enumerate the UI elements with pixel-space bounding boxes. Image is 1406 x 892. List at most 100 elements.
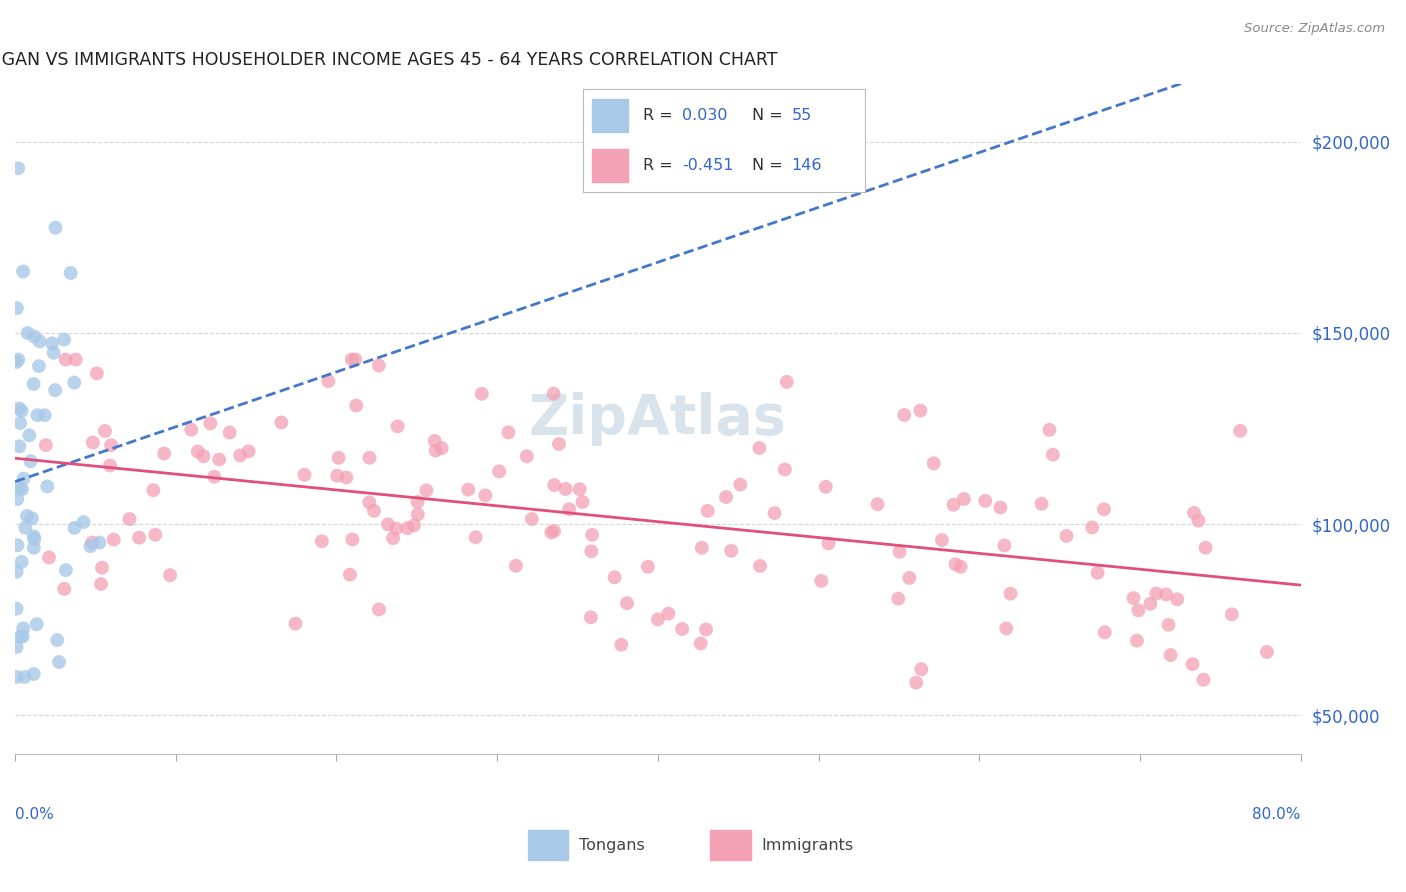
Point	[814, 480, 837, 494]
Bar	[592, 149, 628, 181]
Point	[367, 359, 389, 373]
Point	[1181, 657, 1204, 672]
Text: 55: 55	[792, 108, 811, 123]
Text: R =: R =	[643, 108, 678, 123]
Point	[53, 582, 76, 596]
Point	[488, 464, 510, 478]
Point	[326, 468, 349, 483]
Point	[763, 506, 786, 520]
Point	[11, 482, 34, 496]
Point	[342, 533, 364, 547]
Point	[893, 408, 915, 422]
Point	[270, 416, 292, 430]
Point	[294, 467, 316, 482]
Point	[974, 493, 997, 508]
Point	[42, 345, 65, 359]
Point	[471, 386, 494, 401]
Point	[27, 408, 49, 422]
Point	[942, 498, 965, 512]
Point	[1154, 587, 1177, 601]
Point	[1042, 448, 1064, 462]
Point	[63, 521, 86, 535]
Point	[6, 491, 28, 506]
Text: 146: 146	[792, 158, 823, 173]
Point	[910, 403, 932, 417]
Point	[1139, 597, 1161, 611]
Point	[22, 541, 45, 555]
Point	[1256, 645, 1278, 659]
Point	[89, 535, 111, 549]
Point	[6, 565, 28, 579]
Point	[53, 333, 76, 347]
Point	[720, 543, 742, 558]
Text: N =: N =	[752, 158, 789, 173]
Point	[866, 497, 889, 511]
Point	[520, 512, 543, 526]
Point	[63, 376, 86, 390]
Point	[603, 570, 626, 584]
Point	[15, 508, 38, 523]
Point	[34, 408, 56, 422]
Point	[46, 633, 69, 648]
Point	[425, 443, 447, 458]
Point	[889, 545, 911, 559]
Point	[159, 568, 181, 582]
Point	[1192, 673, 1215, 687]
Point	[385, 522, 408, 536]
Point	[581, 544, 603, 558]
Point	[505, 558, 527, 573]
Point	[543, 478, 565, 492]
Point	[28, 334, 51, 349]
Point	[1056, 529, 1078, 543]
Point	[689, 636, 711, 650]
Point	[558, 502, 581, 516]
Point	[387, 419, 409, 434]
Point	[1122, 591, 1144, 605]
Point	[193, 449, 215, 463]
Point	[1194, 541, 1216, 555]
Point	[1126, 633, 1149, 648]
Point	[990, 500, 1012, 515]
Point	[21, 511, 44, 525]
Text: -0.451: -0.451	[682, 158, 734, 173]
Point	[41, 336, 63, 351]
Point	[103, 533, 125, 547]
Point	[817, 536, 839, 550]
Point	[571, 495, 593, 509]
Point	[72, 515, 94, 529]
Point	[339, 567, 361, 582]
Point	[335, 470, 357, 484]
Text: Immigrants: Immigrants	[762, 838, 853, 853]
Point	[568, 482, 591, 496]
Point	[1000, 587, 1022, 601]
Point	[22, 529, 45, 543]
Point	[13, 670, 35, 684]
Point	[1094, 625, 1116, 640]
Bar	[527, 830, 568, 860]
Point	[728, 477, 751, 491]
Point	[1166, 592, 1188, 607]
Point	[6, 538, 28, 552]
Text: 0.0%: 0.0%	[15, 807, 53, 822]
Point	[22, 376, 45, 391]
Point	[1157, 618, 1180, 632]
Point	[1031, 497, 1053, 511]
Point	[910, 662, 932, 676]
Point	[810, 574, 832, 588]
Point	[993, 538, 1015, 552]
Point	[543, 386, 565, 401]
Point	[13, 472, 35, 486]
Text: ZipAtlas: ZipAtlas	[529, 392, 787, 446]
Point	[464, 530, 486, 544]
Point	[44, 383, 66, 397]
Point	[696, 504, 718, 518]
Point	[11, 629, 34, 643]
Point	[100, 438, 122, 452]
Point	[344, 399, 367, 413]
Point	[637, 559, 659, 574]
Point	[548, 437, 571, 451]
Point	[949, 559, 972, 574]
Point	[55, 352, 77, 367]
Point	[7, 352, 30, 367]
Point	[922, 456, 945, 470]
